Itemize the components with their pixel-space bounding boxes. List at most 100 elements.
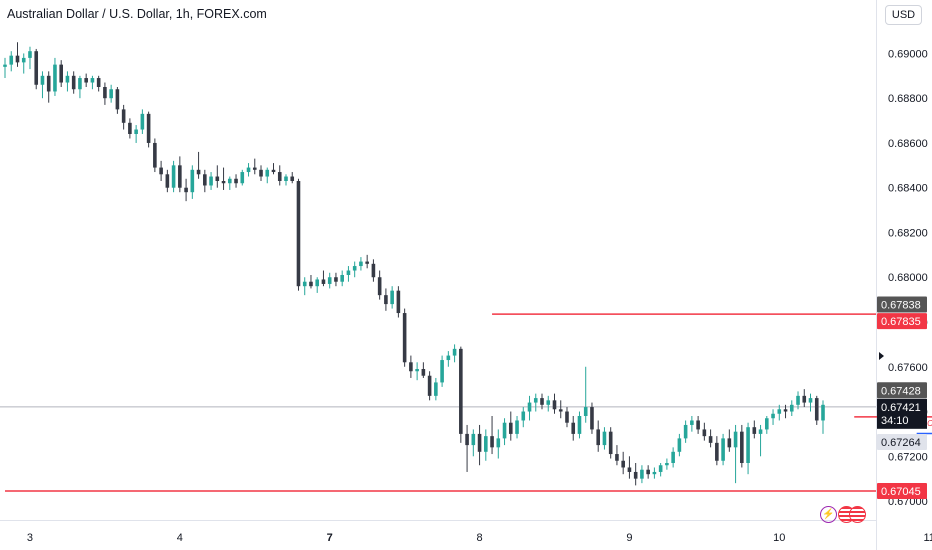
- candle-body: [783, 409, 788, 412]
- candle-body: [508, 422, 513, 434]
- price-label-resistance-bg: [877, 313, 927, 330]
- candle-body: [808, 398, 813, 403]
- y-tick-label: 0.68000: [888, 272, 928, 284]
- candle-body: [490, 436, 494, 448]
- candle-body: [814, 398, 819, 421]
- candle-body: [271, 169, 276, 173]
- candle-body: [502, 422, 507, 439]
- candle-body: [471, 433, 476, 446]
- candle-body: [421, 369, 426, 376]
- candle-body: [109, 89, 113, 99]
- candle-body: [171, 165, 176, 188]
- y-tick-label: 0.67200: [888, 451, 928, 463]
- candle-body: [758, 429, 763, 434]
- candle-body: [802, 395, 807, 403]
- candle-body: [702, 429, 707, 437]
- candle-body: [777, 409, 782, 414]
- candle-body: [234, 178, 238, 184]
- candle-body: [665, 463, 669, 466]
- candle-body: [71, 75, 76, 90]
- candle-body: [590, 407, 594, 430]
- currency-selector-button[interactable]: USD: [885, 5, 922, 25]
- candle-body: [596, 429, 601, 446]
- candle-body: [752, 427, 757, 434]
- candle-body: [209, 176, 213, 186]
- candle-body: [277, 172, 282, 181]
- candle-body: [134, 129, 138, 134]
- y-tick-label: 0.68800: [888, 93, 928, 105]
- candle-body: [765, 418, 769, 430]
- candle-body: [59, 64, 63, 83]
- candle-body: [28, 51, 32, 58]
- candle-body: [215, 176, 220, 181]
- candle-body: [115, 89, 120, 110]
- candle-body: [690, 420, 694, 425]
- candle-body: [34, 51, 39, 85]
- candle-body: [434, 382, 438, 396]
- candle-body: [533, 398, 538, 403]
- y-tick-label: 0.68400: [888, 183, 928, 195]
- candle-body: [402, 313, 407, 363]
- lightning-icon[interactable]: ⚡: [820, 506, 837, 523]
- y-tick-label: 0.68200: [888, 227, 928, 239]
- candle-body: [608, 431, 613, 455]
- x-tick-label: 7: [327, 532, 333, 544]
- candle-body: [359, 261, 363, 267]
- price-label-red-top-bg: [877, 296, 927, 313]
- y-tick-label: 0.69000: [888, 48, 928, 60]
- candle-body: [327, 277, 332, 284]
- candle-body: [708, 436, 713, 443]
- candle-body: [515, 420, 519, 434]
- candle-body: [265, 169, 270, 177]
- candle-body: [546, 400, 551, 405]
- candle-body: [496, 438, 501, 448]
- candle-body: [365, 261, 369, 264]
- price-label-current-close-bg: [877, 382, 927, 399]
- candle-body: [658, 465, 663, 472]
- candle-body: [740, 431, 744, 463]
- candle-body: [203, 174, 207, 186]
- candle-body: [46, 75, 51, 92]
- candle-body: [15, 55, 20, 63]
- candle-body: [652, 471, 657, 475]
- us-flag-icon-2[interactable]: [849, 506, 866, 523]
- candle-body: [227, 178, 232, 184]
- y-tick-label: 0.68600: [888, 138, 928, 150]
- candle-body: [821, 404, 825, 421]
- candle-body: [583, 407, 588, 416]
- candle-body: [371, 263, 376, 278]
- candle-body: [240, 172, 245, 184]
- candle-body: [390, 290, 394, 305]
- candle-body: [296, 181, 301, 287]
- candle-body: [677, 438, 682, 452]
- chart-title: Australian Dollar / U.S. Dollar, 1h, FOR…: [7, 7, 267, 21]
- candle-body: [246, 167, 251, 173]
- candle-body: [521, 411, 526, 421]
- candle-body: [715, 442, 719, 461]
- price-label-resistance: 0.67835: [881, 316, 921, 328]
- x-tick-label: 8: [477, 532, 483, 544]
- x-tick-label: 3: [27, 532, 33, 544]
- candle-body: [290, 176, 295, 181]
- candle-body: [21, 57, 26, 63]
- candle-body: [727, 438, 732, 448]
- price-label-current-close: 0.67428: [881, 385, 921, 397]
- candle-body: [446, 355, 451, 361]
- price-label-countdown: 34:10: [881, 415, 909, 427]
- candle-body: [53, 64, 57, 92]
- price-label-support: 0.67045: [881, 486, 921, 498]
- candle-body: [90, 78, 95, 83]
- candle-body: [577, 416, 582, 434]
- candle-body: [571, 422, 576, 434]
- candle-body: [477, 433, 482, 452]
- candle-body: [671, 451, 675, 463]
- x-tick-label: 9: [626, 532, 632, 544]
- candle-body: [459, 348, 463, 434]
- candle-body: [427, 375, 432, 396]
- price-label-last-bg: [877, 398, 927, 429]
- candle-body: [683, 424, 688, 439]
- price-axis-arrow: [879, 352, 884, 360]
- candle-body: [140, 113, 145, 130]
- candle-body: [789, 404, 794, 412]
